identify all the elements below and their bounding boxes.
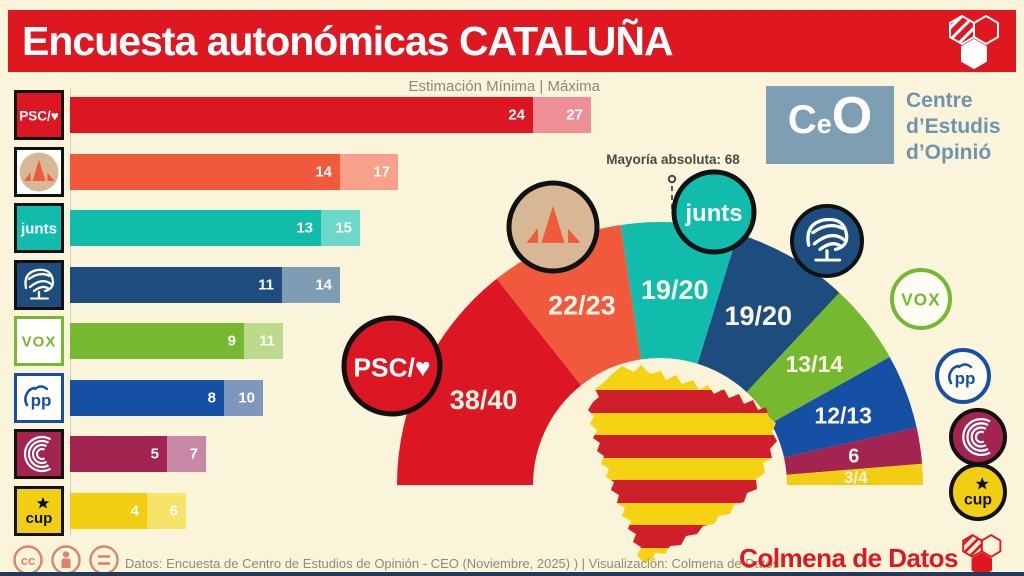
bar-min-psc: 24 xyxy=(70,97,533,133)
badge-vox: VOX xyxy=(890,268,952,330)
seat-label-cup: 3/4 xyxy=(844,468,868,487)
comuns-party-icon xyxy=(14,429,64,479)
badge-pp: pp xyxy=(935,348,991,404)
seat-slice-comuns xyxy=(784,427,923,475)
badge-cup: cup xyxy=(949,463,1007,521)
bar-max-value: 7 xyxy=(189,445,198,463)
svg-text:junts: junts xyxy=(20,221,57,238)
svg-text:PSC/♥: PSC/♥ xyxy=(19,109,59,124)
svg-text:cup: cup xyxy=(26,510,53,527)
bar-min-cup: 4 xyxy=(70,492,147,529)
page-title: Encuesta autonómicas CATALUÑA xyxy=(22,17,674,64)
seat-label-erc: 22/23 xyxy=(548,291,616,321)
bar-min-alianca: 11 xyxy=(70,266,282,303)
ceo-letter: C xyxy=(787,98,817,142)
bar-max-value: 11 xyxy=(259,332,275,350)
bar-max-psc: 27 xyxy=(533,97,591,133)
seat-label-junts: 19/20 xyxy=(641,275,709,305)
seat-label-alianca: 19/20 xyxy=(725,301,793,331)
svg-text:junts: junts xyxy=(685,200,743,227)
badge-junts: junts xyxy=(671,169,757,255)
seat-slice-pp xyxy=(771,357,917,458)
bar-min-value: 11 xyxy=(258,276,274,293)
title-bar: Encuesta autonómicas CATALUÑA xyxy=(8,10,1016,72)
seat-slice-erc xyxy=(496,225,641,386)
svg-text:pp: pp xyxy=(31,391,52,410)
cup-party-icon: cup xyxy=(14,485,64,536)
erc-party-icon xyxy=(14,146,64,197)
svg-text:PSC/♥: PSC/♥ xyxy=(353,353,430,383)
ceo-name-line: d’Opinió xyxy=(906,141,992,164)
bar-min-value: 5 xyxy=(150,445,159,463)
psc-party-icon: PSC/♥ xyxy=(14,90,64,140)
bar-legend: Estimación Mínima | Máxima xyxy=(408,78,600,95)
bar-max-comuns: 7 xyxy=(167,436,206,472)
ceo-logo: C e O xyxy=(766,86,894,164)
bar-max-value: 10 xyxy=(238,389,255,406)
svg-text:VOX: VOX xyxy=(901,290,941,309)
colmena-hexagon-icon-red xyxy=(962,534,1002,576)
bar-min-vox: 9 xyxy=(70,323,244,359)
bar-min-value: 24 xyxy=(508,106,525,124)
brand-name: Colmena de Datos xyxy=(739,543,958,573)
ceo-name: Centre d’Estudis d’Opinió xyxy=(906,88,1001,166)
bottom-border xyxy=(0,572,1024,576)
bar-min-value: 8 xyxy=(207,389,216,406)
seat-slice-psc xyxy=(397,278,582,485)
vox-party-icon: VOX xyxy=(14,316,64,366)
svg-text:pp: pp xyxy=(955,369,976,388)
colmena-hexagon-icon xyxy=(949,14,999,70)
bar-min-comuns: 5 xyxy=(70,436,167,472)
bar-max-pp: 10 xyxy=(224,379,263,416)
bar-max-vox: 11 xyxy=(244,323,283,359)
badge-comuns xyxy=(949,408,1007,466)
ceo-letter: e xyxy=(816,109,832,139)
bar-min-value: 13 xyxy=(296,219,313,237)
bar-min-junts: 13 xyxy=(70,210,321,246)
seat-slice-junts xyxy=(620,222,738,364)
bar-max-junts: 15 xyxy=(321,210,360,246)
svg-text:cup: cup xyxy=(964,492,992,509)
bar-max-value: 27 xyxy=(566,106,583,124)
bar-min-erc: 14 xyxy=(70,153,340,190)
ceo-letter: O xyxy=(831,87,873,145)
bar-min-pp: 8 xyxy=(70,379,224,416)
bar-axis-line xyxy=(70,88,71,537)
ceo-name-line: Centre xyxy=(906,89,973,112)
bar-max-value: 15 xyxy=(335,219,352,237)
badge-psc: PSC/♥ xyxy=(341,315,443,417)
junts-party-icon: junts xyxy=(14,203,64,253)
svg-text:VOX: VOX xyxy=(22,334,57,351)
seat-label-comuns: 6 xyxy=(848,446,859,468)
bar-min-value: 14 xyxy=(315,163,332,180)
data-source-text: Datos: Encuesta de Centro de Estudios de… xyxy=(125,556,780,571)
seat-label-vox: 13/14 xyxy=(786,351,844,377)
seat-slice-vox xyxy=(746,292,890,424)
catalonia-map xyxy=(588,365,777,562)
pp-party-icon: pp xyxy=(14,372,64,423)
bar-max-alianca: 14 xyxy=(282,266,340,303)
seat-label-pp: 12/13 xyxy=(814,402,872,428)
badge-alianca xyxy=(790,204,864,278)
seat-slice-alianca xyxy=(697,233,840,393)
alianca-party-icon xyxy=(14,259,64,310)
seat-label-psc: 38/40 xyxy=(450,385,518,415)
bar-max-cup: 6 xyxy=(147,492,186,529)
bar-max-erc: 17 xyxy=(340,153,398,190)
bar-max-value: 6 xyxy=(169,502,178,519)
seat-slice-cup xyxy=(786,463,923,485)
majority-label: Mayoría absoluta: 68 xyxy=(606,152,740,167)
ceo-name-line: d’Estudis xyxy=(906,115,1001,138)
equal-icon xyxy=(89,545,119,575)
badge-erc xyxy=(506,180,600,274)
bar-max-value: 17 xyxy=(373,163,390,180)
bar-min-value: 4 xyxy=(130,502,139,519)
bar-max-value: 14 xyxy=(315,276,332,293)
svg-text:cc: cc xyxy=(21,553,35,568)
bar-min-value: 9 xyxy=(227,332,236,350)
majority-marker xyxy=(667,174,677,212)
